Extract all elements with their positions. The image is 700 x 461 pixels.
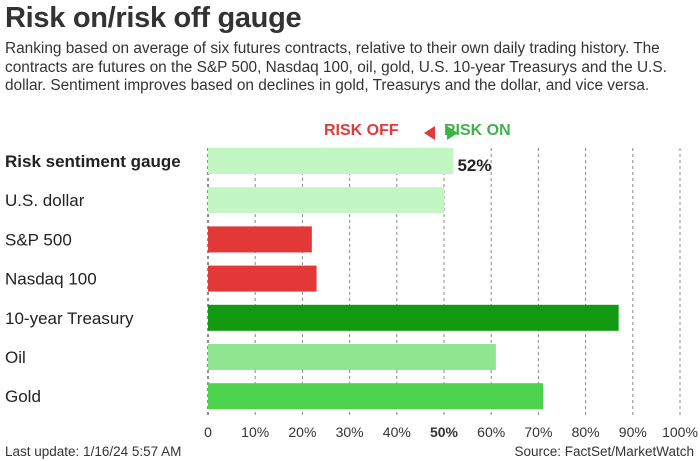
bar bbox=[208, 383, 544, 410]
x-tick-label: 80% bbox=[572, 424, 600, 440]
x-tick-label: 100% bbox=[662, 424, 698, 440]
data-label: 52% bbox=[457, 156, 491, 175]
x-tick-label: 10% bbox=[241, 424, 269, 440]
chart-subtitle: Ranking based on average of six futures … bbox=[5, 40, 667, 94]
bar bbox=[208, 187, 444, 214]
triangle-left-icon bbox=[424, 126, 435, 140]
category-label: Risk sentiment gauge bbox=[5, 152, 181, 171]
legend-risk-on: RISK ON bbox=[444, 122, 511, 139]
x-tick-label: 60% bbox=[477, 424, 505, 440]
category-label: Gold bbox=[5, 387, 41, 406]
chart-title: Risk on/risk off gauge bbox=[5, 2, 302, 34]
bar-chart: Risk sentiment gauge 52% U.S. dollar S&P 50… bbox=[5, 148, 698, 440]
category-label: U.S. dollar bbox=[5, 191, 85, 210]
last-update: Last update: 1/16/24 5:57 AM bbox=[5, 444, 182, 459]
x-tick-label: 70% bbox=[524, 424, 552, 440]
source-credit: Source: FactSet/MarketWatch bbox=[514, 444, 694, 459]
x-tick-label: 50% bbox=[430, 424, 459, 440]
triangle-right-icon bbox=[447, 126, 458, 140]
bar bbox=[208, 304, 619, 331]
bar bbox=[208, 344, 496, 370]
x-tick-label: 90% bbox=[619, 424, 647, 440]
bar bbox=[208, 148, 454, 174]
category-label: Nasdaq 100 bbox=[5, 270, 97, 289]
x-tick-label: 20% bbox=[288, 424, 316, 440]
x-tick-label: 30% bbox=[336, 424, 364, 440]
category-label: S&P 500 bbox=[5, 230, 72, 249]
category-label: 10-year Treasury bbox=[5, 309, 134, 328]
category-label: Oil bbox=[5, 348, 26, 367]
bar bbox=[208, 265, 317, 292]
bar bbox=[208, 226, 312, 253]
x-tick-label: 40% bbox=[383, 424, 411, 440]
legend-risk-off: RISK OFF bbox=[324, 122, 399, 139]
x-tick-label: 0 bbox=[204, 424, 212, 440]
